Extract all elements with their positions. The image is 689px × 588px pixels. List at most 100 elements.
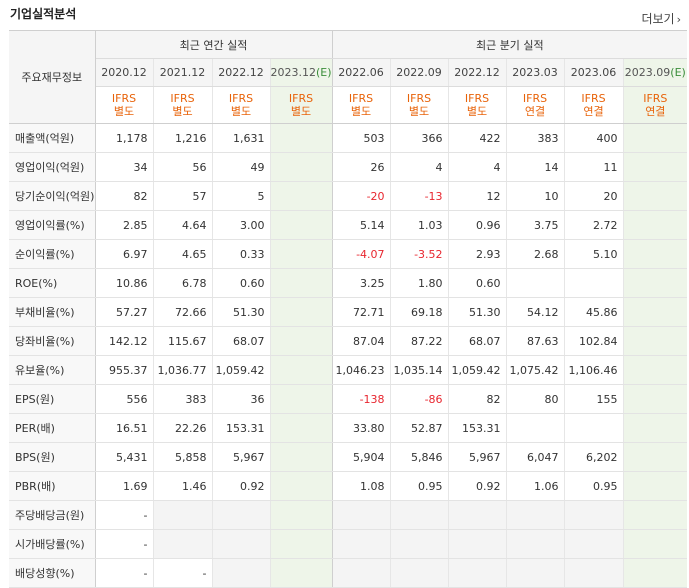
statement-type: 연결 [524,105,546,118]
row-label: PER(배) [9,413,96,443]
table-cell [622,326,688,356]
period-header: 2021.12 [152,58,212,87]
table-cell [269,297,333,327]
accounting-standard: IFRS 별도 [211,86,270,124]
table-cell: 4.64 [152,210,212,240]
statement-type: 별도 [230,105,252,118]
table-cell [622,355,688,385]
row-label: ROE(%) [9,268,96,298]
statement-type: 연결 [583,105,604,118]
table-cell: 5,431 [95,442,153,472]
table-cell: 556 [95,384,153,414]
table-cell: 0.95 [563,471,624,501]
table-cell [622,413,688,443]
table-cell: 2.93 [447,239,507,269]
row-label: 순이익률(%) [9,239,96,269]
table-cell [563,529,624,559]
table-cell [269,442,333,472]
table-cell [331,529,391,559]
table-cell [563,268,624,298]
table-cell: 5,858 [152,442,212,472]
table-cell: 4 [389,152,449,182]
table-cell [269,239,333,269]
chevron-right-icon: › [676,13,681,26]
period-header: 2020.12 [95,58,153,87]
accounting-standard: IFRS 별도 [447,86,507,124]
table-cell: 115.67 [152,326,212,356]
accounting-standard: IFRS 별도 [389,86,449,124]
period-header: 2023.12(E) [269,58,333,87]
table-cell [563,558,624,588]
table-row: EPS(원) 556 383 36 -138 -86 82 80 155 [9,384,688,414]
table-cell [447,529,507,559]
table-cell: 33.80 [331,413,391,443]
table-row: BPS(원) 5,431 5,858 5,967 5,904 5,846 5,967 6,04… [9,442,688,472]
table-cell: 955.37 [95,355,153,385]
table-cell [211,558,270,588]
statement-type: 별도 [172,105,193,118]
table-cell: 0.33 [211,239,270,269]
table-row: ROE(%) 10.86 6.78 0.60 3.25 1.80 0.60 [9,268,688,298]
table-row: 주당배당금(원) - [9,500,688,530]
statement-type: 별도 [350,105,372,118]
table-cell [269,181,333,211]
table-cell: 102.84 [563,326,624,356]
table-cell: - [95,558,153,588]
table-cell: 11 [563,152,624,182]
table-cell [269,123,333,153]
row-label: 당기순이익(억원) [9,181,96,211]
period-header: 2022.09 [389,58,449,87]
table-row: 배당성향(%) - - [9,558,688,588]
table-row: 당기순이익(억원) 82 57 5 -20 -13 12 10 20 [9,181,688,211]
accounting-standard: IFRS 연결 [563,86,624,124]
ifrs-label: IFRS [170,92,195,105]
table-cell [269,384,333,414]
table-cell: 51.30 [447,297,507,327]
table-cell [389,558,449,588]
quarterly-group-header: 최근 분기 실적 [331,30,688,59]
table-cell: 383 [152,384,212,414]
table-row: 영업이익률(%) 2.85 4.64 3.00 5.14 1.03 0.96 3.75 2.72 [9,210,688,240]
table-cell: 20 [563,181,624,211]
table-row: 시가배당률(%) - [9,529,688,559]
row-label: 주당배당금(원) [9,500,96,530]
table-cell: 69.18 [389,297,449,327]
table-cell: 1.80 [389,268,449,298]
table-cell: 68.07 [211,326,270,356]
estimate-mark: (E) [670,66,686,79]
table-cell: 87.04 [331,326,391,356]
table-cell: 52.87 [389,413,449,443]
table-cell: 6,202 [563,442,624,472]
table-cell: 1,036.77 [152,355,212,385]
table-cell [447,558,507,588]
more-link[interactable]: 더보기 › [641,10,681,27]
table-cell: 68.07 [447,326,507,356]
table-cell [622,123,688,153]
table-cell: 72.71 [331,297,391,327]
table-cell: 366 [389,123,449,153]
period-header: 2023.06 [563,58,624,87]
ifrs-label: IFRS [111,92,137,105]
table-cell: 1,059.42 [211,355,270,385]
table-cell: 34 [95,152,153,182]
table-cell: 51.30 [211,297,270,327]
statement-type: 별도 [113,105,135,118]
table-cell: 400 [563,123,624,153]
table-cell: 0.96 [447,210,507,240]
row-label: 영업이익(억원) [9,152,96,182]
ifrs-label: IFRS [288,92,314,105]
table-cell: 383 [505,123,565,153]
table-cell: 87.22 [389,326,449,356]
table-cell [622,297,688,327]
table-row: 순이익률(%) 6.97 4.65 0.33 -4.07 -3.52 2.93 2.68 5.1… [9,239,688,269]
table-cell: 1,075.42 [505,355,565,385]
table-cell [622,152,688,182]
table-cell [447,500,507,530]
table-cell [622,384,688,414]
table-cell: -138 [331,384,391,414]
row-label: BPS(원) [9,442,96,472]
table-cell: 1,046.23 [331,355,391,385]
table-cell [622,239,688,269]
statement-type: 별도 [408,105,430,118]
table-cell: 1,035.14 [389,355,449,385]
